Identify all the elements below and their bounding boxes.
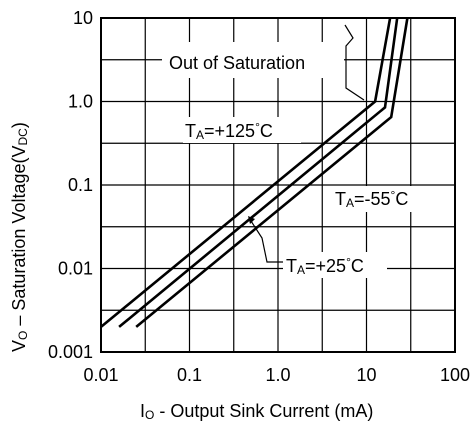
- ta-125-box: [183, 117, 301, 143]
- y-axis-title: VO – Saturation Voltage(VDC): [9, 122, 30, 352]
- ta-125-label: TA=+125°C: [185, 120, 273, 142]
- series-line-1: [118, 17, 399, 328]
- series-layer: [100, 17, 409, 328]
- x-tick-label: 0.1: [177, 365, 202, 385]
- x-tick-label: 0.01: [83, 365, 118, 385]
- ta-55-box: [333, 186, 433, 212]
- plot-frame: [100, 17, 456, 353]
- ta-55-label: TA=-55°C: [335, 188, 408, 210]
- y-tick-label: 1.0: [68, 92, 93, 112]
- out-of-saturation-pointer: [344, 24, 365, 101]
- series-line-2: [135, 17, 409, 328]
- y-tick-label: 10: [73, 8, 93, 28]
- x-tick-label: 1.0: [265, 365, 290, 385]
- y-tick-label: 0.001: [48, 342, 93, 362]
- out-of-saturation-box: [162, 42, 344, 78]
- out-of-saturation-label: Out of Saturation: [169, 53, 305, 73]
- x-tick-labels: 0.01 0.1 1.0 10 100: [83, 365, 470, 385]
- ta-25-pointer: [250, 220, 283, 263]
- y-tick-label: 0.1: [68, 175, 93, 195]
- ta-25-box: [283, 252, 387, 278]
- series-line-0: [100, 17, 392, 328]
- x-axis-title: IO - Output Sink Current (mA): [140, 401, 373, 422]
- x-tick-label: 100: [440, 365, 470, 385]
- ta-25-label: TA=+25°C: [286, 255, 364, 277]
- y-tick-labels: 0.001 0.01 0.1 1.0 10: [48, 8, 93, 362]
- x-tick-label: 10: [356, 365, 376, 385]
- ta-25-arrowhead: [248, 216, 255, 224]
- y-tick-label: 0.01: [58, 259, 93, 279]
